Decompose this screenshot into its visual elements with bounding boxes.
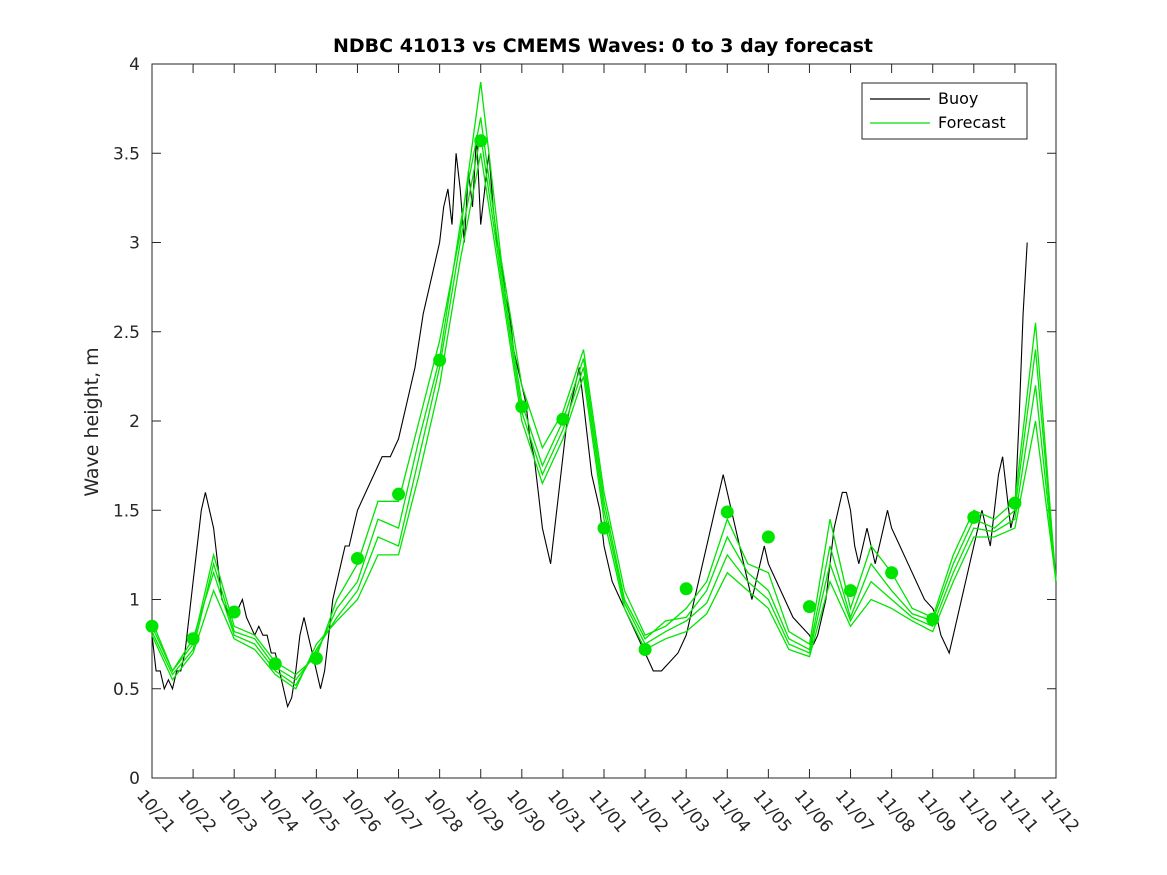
x-tick-label: 11/09 (913, 786, 960, 836)
title-group: NDBC 41013 vs CMEMS Waves: 0 to 3 day fo… (333, 35, 873, 57)
forecast-point (1008, 496, 1022, 510)
y-tick-label: 3 (129, 234, 140, 254)
x-tick-label: 10/31 (543, 786, 590, 836)
forecast-point (967, 510, 981, 524)
forecast-point (474, 134, 488, 148)
y-tick-label: 0.5 (113, 680, 140, 700)
x-tick-label: 10/28 (420, 786, 467, 836)
forecast-point (145, 619, 159, 633)
legend-label-forecast: Forecast (938, 113, 1006, 132)
y-tick-label: 4 (129, 55, 140, 75)
axis-ticks (151, 63, 1057, 779)
x-tick-label: 11/03 (666, 786, 713, 836)
forecast-point (638, 642, 652, 656)
forecast-series-line-4 (151, 153, 1057, 690)
forecast-series-line-1 (151, 81, 1057, 676)
plot-frame (151, 63, 1057, 779)
forecast-point (926, 612, 940, 626)
x-tick-label: 10/26 (338, 786, 385, 836)
forecast-point (556, 412, 570, 426)
forecast-point (515, 400, 529, 414)
x-tick-label: 11/10 (954, 786, 1001, 836)
forecast-point (720, 505, 734, 519)
legend: Buoy Forecast (861, 82, 1028, 140)
x-tick-label: 10/24 (255, 786, 302, 836)
y-tick-label: 3.5 (113, 144, 140, 164)
y-tick-label: 0 (129, 769, 140, 789)
x-tick-label: 10/21 (132, 786, 179, 836)
x-tick-label: 11/12 (1036, 786, 1083, 836)
x-tick-label: 10/25 (297, 786, 344, 836)
forecast-point (268, 657, 282, 671)
x-tick-label: 11/01 (584, 786, 631, 836)
forecast-point (844, 584, 858, 598)
forecast-point (885, 566, 899, 580)
legend-box (861, 82, 1028, 140)
x-tick-label: 11/07 (831, 786, 878, 836)
y-tick-label: 1 (129, 591, 140, 611)
x-tick-label: 11/02 (625, 786, 672, 836)
x-tick-label: 11/05 (749, 786, 796, 836)
x-tick-label: 11/04 (707, 786, 754, 836)
forecast-point (350, 551, 364, 565)
forecast-point (186, 632, 200, 646)
y-axis-label: Wave height, m (81, 347, 103, 496)
x-tick-label: 10/23 (214, 786, 261, 836)
forecast-point (392, 487, 406, 501)
x-tick-label: 11/08 (872, 786, 919, 836)
y-tick-label: 2.5 (113, 323, 140, 343)
plot-area (151, 63, 1057, 779)
x-tick-label: 11/11 (995, 786, 1042, 836)
forecast-point (309, 651, 323, 665)
x-tick-label: 10/27 (379, 786, 426, 836)
chart-title: NDBC 41013 vs CMEMS Waves: 0 to 3 day fo… (333, 35, 873, 57)
x-tick-label: 10/30 (502, 786, 549, 836)
forecast-series-line-2 (151, 117, 1057, 681)
forecast-point (679, 582, 693, 596)
forecast-point (761, 530, 775, 544)
y-axis-tick-labels: 0 0.5 1 1.5 2 2.5 3 3.5 4 (113, 55, 140, 789)
forecast-point (802, 600, 816, 614)
x-tick-label: 11/06 (790, 786, 837, 836)
x-tick-label: 10/29 (461, 786, 508, 836)
forecast-point (597, 521, 611, 535)
forecast-point (433, 353, 447, 367)
y-tick-label: 2 (129, 412, 140, 432)
x-tick-label: 10/22 (173, 786, 220, 836)
analysis-points (145, 134, 1022, 671)
x-axis-tick-labels: 10/2110/2210/2310/2410/2510/2610/2710/28… (132, 786, 1083, 836)
legend-label-buoy: Buoy (938, 89, 978, 108)
y-tick-label: 1.5 (113, 501, 140, 521)
forecast-point (227, 605, 241, 619)
